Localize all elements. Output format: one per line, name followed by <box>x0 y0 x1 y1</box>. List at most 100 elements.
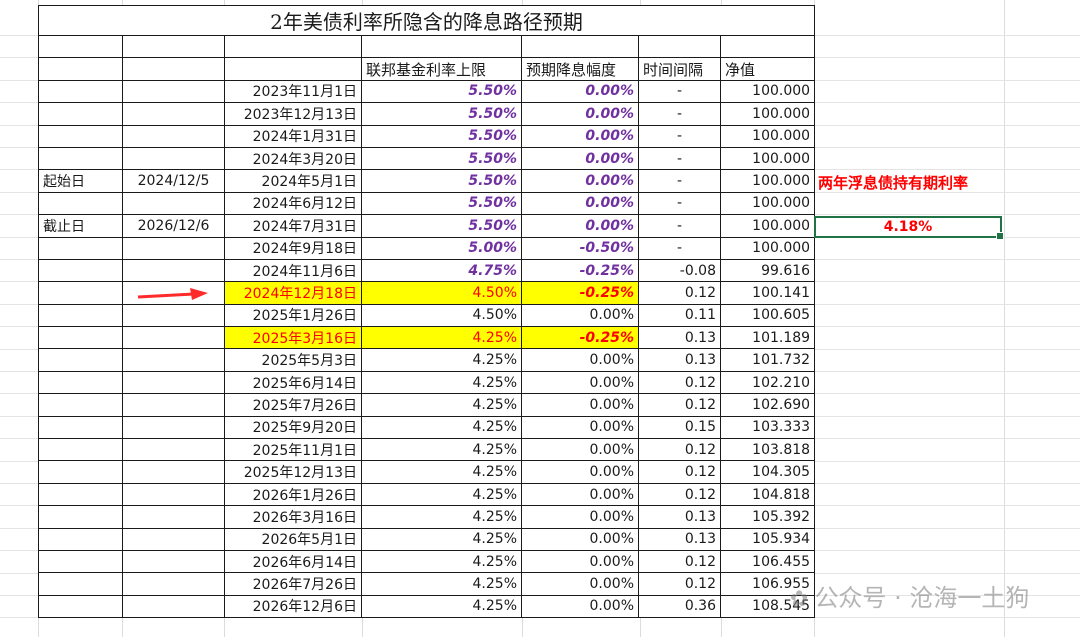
rate-cut-cell[interactable]: 0.00% <box>521 169 639 193</box>
nav-cell[interactable]: 106.955 <box>719 572 816 596</box>
nav-cell[interactable]: 100.000 <box>719 169 816 193</box>
fed-rate-cell[interactable]: 4.25% <box>361 370 522 395</box>
cell[interactable] <box>122 415 225 440</box>
fed-rate-cell[interactable]: 4.25% <box>361 348 522 372</box>
cell[interactable] <box>38 124 123 148</box>
cell[interactable] <box>224 34 362 59</box>
date-cell[interactable]: 2025年5月3日 <box>224 348 362 372</box>
cell[interactable] <box>38 594 123 619</box>
cell[interactable] <box>38 348 123 372</box>
fed-rate-cell[interactable]: 5.50% <box>361 214 522 238</box>
cell[interactable] <box>122 460 225 484</box>
cell[interactable] <box>638 34 721 59</box>
date-cell[interactable]: 2024年12月18日 <box>224 281 362 305</box>
cell[interactable] <box>122 370 225 395</box>
start-date-label[interactable]: 起始日 <box>38 169 123 193</box>
interval-cell[interactable]: - <box>638 102 721 126</box>
rate-cut-cell[interactable]: -0.25% <box>521 326 639 350</box>
cell[interactable] <box>122 102 225 126</box>
nav-cell[interactable]: 108.545 <box>719 594 816 619</box>
interval-cell[interactable]: - <box>638 236 721 260</box>
cell[interactable] <box>361 34 522 59</box>
nav-cell[interactable]: 105.392 <box>719 505 816 529</box>
nav-cell[interactable]: 102.210 <box>719 370 816 395</box>
cell[interactable] <box>38 415 123 440</box>
cell[interactable] <box>122 34 225 59</box>
interval-cell[interactable]: 0.12 <box>638 572 721 596</box>
fed-rate-cell[interactable]: 5.50% <box>361 124 522 148</box>
rate-cut-cell[interactable]: 0.00% <box>521 79 639 104</box>
header-nav[interactable]: 净值 <box>719 57 816 81</box>
rate-cut-cell[interactable]: 0.00% <box>521 191 639 216</box>
fed-rate-cell[interactable]: 5.50% <box>361 169 522 193</box>
cell[interactable] <box>38 281 123 305</box>
header-interval[interactable]: 时间间隔 <box>638 57 721 81</box>
fed-rate-cell[interactable]: 4.25% <box>361 549 522 574</box>
rate-cut-cell[interactable]: 0.00% <box>521 415 639 440</box>
fed-rate-cell[interactable]: 4.25% <box>361 460 522 484</box>
rate-cut-cell[interactable]: 0.00% <box>521 572 639 596</box>
interval-cell[interactable]: - <box>638 214 721 238</box>
date-cell[interactable]: 2026年7月26日 <box>224 572 362 596</box>
rate-cut-cell[interactable]: -0.25% <box>521 281 639 305</box>
cell[interactable] <box>719 34 816 59</box>
nav-cell[interactable]: 106.455 <box>719 549 816 574</box>
interval-cell[interactable]: 0.13 <box>638 326 721 350</box>
date-cell[interactable]: 2025年11月1日 <box>224 438 362 462</box>
rate-cut-cell[interactable]: 0.00% <box>521 549 639 574</box>
cell[interactable] <box>122 505 225 529</box>
cell[interactable] <box>38 191 123 216</box>
date-cell[interactable]: 2026年6月14日 <box>224 549 362 574</box>
cell[interactable] <box>38 303 123 328</box>
fed-rate-cell[interactable]: 4.25% <box>361 326 522 350</box>
cell[interactable] <box>122 124 225 148</box>
date-cell[interactable]: 2026年1月26日 <box>224 482 362 507</box>
nav-cell[interactable]: 105.934 <box>719 527 816 551</box>
nav-cell[interactable]: 100.000 <box>719 214 816 238</box>
interval-cell[interactable]: 0.12 <box>638 281 721 305</box>
fed-rate-cell[interactable]: 5.50% <box>361 191 522 216</box>
fed-rate-cell[interactable]: 4.25% <box>361 393 522 417</box>
cell[interactable] <box>38 460 123 484</box>
sheet-title[interactable]: 2年美债利率所隐含的降息路径预期 <box>37 5 816 36</box>
date-cell[interactable]: 2024年7月31日 <box>224 214 362 238</box>
interval-cell[interactable]: - <box>638 169 721 193</box>
end-date-value[interactable]: 2026/12/6 <box>122 214 225 238</box>
interval-cell[interactable]: 0.15 <box>638 415 721 440</box>
date-cell[interactable]: 2025年6月14日 <box>224 370 362 395</box>
date-cell[interactable]: 2024年3月20日 <box>224 146 362 171</box>
nav-cell[interactable]: 101.732 <box>719 348 816 372</box>
cell[interactable] <box>122 258 225 283</box>
rate-cut-cell[interactable]: 0.00% <box>521 527 639 551</box>
rate-cut-cell[interactable]: 0.00% <box>521 303 639 328</box>
cell[interactable] <box>122 594 225 619</box>
cell[interactable] <box>38 393 123 417</box>
nav-cell[interactable]: 104.818 <box>719 482 816 507</box>
date-cell[interactable]: 2023年11月1日 <box>224 79 362 104</box>
fed-rate-cell[interactable]: 4.25% <box>361 527 522 551</box>
interval-cell[interactable]: 0.13 <box>638 505 721 529</box>
cell[interactable] <box>38 505 123 529</box>
fill-handle[interactable] <box>996 232 1004 240</box>
nav-cell[interactable]: 100.000 <box>719 146 816 171</box>
date-cell[interactable]: 2026年5月1日 <box>224 527 362 551</box>
rate-cut-cell[interactable]: 0.00% <box>521 393 639 417</box>
rate-cut-cell[interactable]: 0.00% <box>521 505 639 529</box>
nav-cell[interactable]: 102.690 <box>719 393 816 417</box>
cell[interactable] <box>122 438 225 462</box>
cell[interactable] <box>38 146 123 171</box>
date-cell[interactable]: 2025年3月16日 <box>224 326 362 350</box>
cell[interactable] <box>122 191 225 216</box>
nav-cell[interactable]: 100.000 <box>719 191 816 216</box>
fed-rate-cell[interactable]: 4.25% <box>361 482 522 507</box>
date-cell[interactable]: 2024年1月31日 <box>224 124 362 148</box>
cell[interactable] <box>122 572 225 596</box>
interval-cell[interactable]: - <box>638 124 721 148</box>
date-cell[interactable]: 2025年9月20日 <box>224 415 362 440</box>
fed-rate-cell[interactable]: 4.25% <box>361 572 522 596</box>
fed-rate-cell[interactable]: 5.50% <box>361 102 522 126</box>
rate-cut-cell[interactable]: -0.50% <box>521 236 639 260</box>
fed-rate-cell[interactable]: 4.75% <box>361 258 522 283</box>
interval-cell[interactable]: - <box>638 146 721 171</box>
nav-cell[interactable]: 104.305 <box>719 460 816 484</box>
